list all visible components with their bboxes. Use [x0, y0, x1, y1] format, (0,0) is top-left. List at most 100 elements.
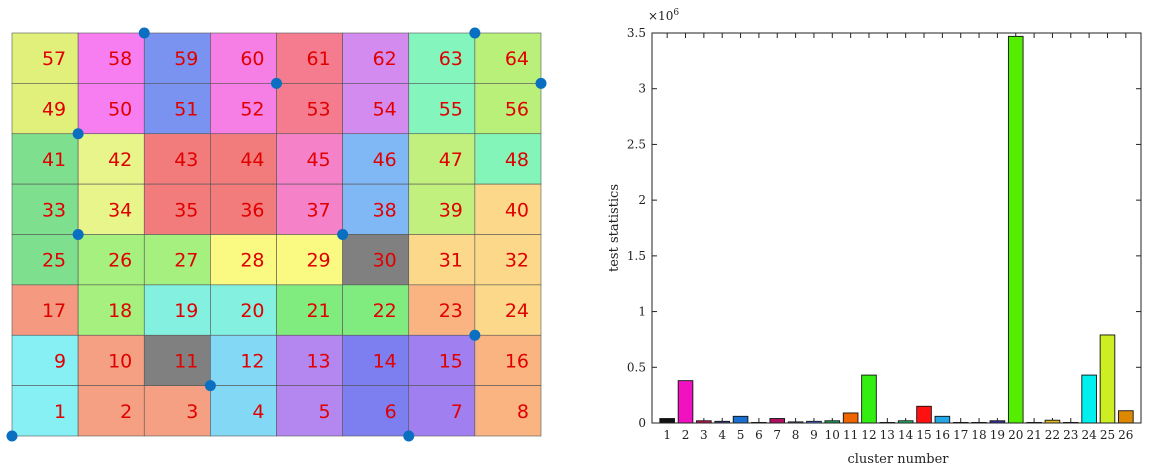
x-tick-label: 15 [916, 428, 931, 442]
grid-cell-label: 63 [439, 48, 463, 70]
grid-cell [143, 32, 211, 84]
grid-cell-label: 26 [108, 250, 132, 272]
grid-cell [408, 83, 476, 135]
bar [1081, 374, 1097, 424]
grid-cell-label: 35 [174, 199, 198, 221]
bar [916, 405, 932, 424]
y-tick-label: 1.5 [627, 249, 646, 263]
grid-cell [342, 234, 410, 286]
x-tick-label: 26 [1118, 428, 1133, 442]
x-tick-label: 5 [737, 428, 745, 442]
grid-cell [474, 284, 542, 336]
grid-cell-label: 53 [306, 99, 330, 121]
y-axis-label: test statistics [607, 184, 622, 272]
grid-cell-label: 62 [373, 48, 397, 70]
grid-cell-label: 43 [174, 149, 198, 171]
bar [1118, 410, 1134, 424]
grid-cell [276, 133, 343, 185]
grid-cell [210, 234, 277, 286]
grid-cell-label: 29 [306, 250, 330, 272]
grid-cell-label: 57 [42, 48, 66, 70]
grid-cell-label: 39 [439, 199, 463, 221]
grid-cell-label: 44 [240, 149, 264, 171]
grid-cell-label: 51 [174, 99, 198, 121]
x-tick-label: 16 [935, 428, 950, 442]
grid-cell-label: 40 [505, 199, 529, 221]
grid-cell [77, 133, 145, 185]
grid-cell-label: 59 [174, 48, 198, 70]
y-tick-label: 3 [638, 82, 646, 96]
bar [677, 380, 694, 424]
x-tick-label: 9 [810, 428, 818, 442]
grid-cell-label: 22 [373, 300, 397, 322]
y-tick-label: 3.5 [627, 26, 646, 40]
grid-dot [535, 77, 547, 89]
grid-cell-label: 52 [240, 99, 264, 121]
grid-dot [138, 27, 150, 39]
x-tick-label: 6 [755, 428, 763, 442]
grid-cell-label: 17 [42, 300, 66, 322]
grid-dot [72, 128, 84, 140]
grid-dot [469, 329, 481, 341]
grid-cell-label: 13 [306, 350, 330, 372]
grid-cell [342, 385, 410, 437]
grid-cell-label: 30 [373, 250, 397, 272]
x-tick-label: 19 [990, 428, 1005, 442]
y-tick-label: 2 [638, 193, 646, 207]
grid-cell-label: 49 [42, 99, 66, 121]
bar [769, 418, 786, 424]
grid-cell-label: 38 [373, 199, 397, 221]
y-tick-label: 0.5 [627, 360, 646, 374]
grid-cell-label: 32 [505, 250, 529, 272]
grid-cell-label: 25 [42, 250, 66, 272]
grid-cell [342, 334, 410, 386]
grid-cell-label: 7 [451, 401, 463, 423]
grid-cell [276, 32, 343, 84]
grid-cell-label: 2 [120, 401, 132, 423]
grid-cell-label: 18 [108, 300, 132, 322]
x-tick-label: 7 [773, 428, 781, 442]
grid-dot [271, 77, 282, 89]
grid-cell [408, 284, 476, 336]
grid-cell [474, 334, 542, 386]
grid-cell-label: 23 [439, 300, 463, 322]
grid-cell-label: 41 [42, 149, 66, 171]
grid-cell [143, 284, 211, 336]
grid-dots [6, 27, 547, 442]
grid-cell-label: 4 [252, 401, 264, 423]
x-tick-label: 2 [682, 428, 690, 442]
grid-dot [469, 27, 481, 39]
x-axis-label: cluster number [847, 452, 949, 467]
bar [1099, 334, 1116, 424]
x-tick-label: 23 [1063, 428, 1078, 442]
grid-cell [342, 133, 410, 185]
x-tick-label: 14 [898, 428, 914, 442]
grid-cell-label: 15 [439, 350, 463, 372]
bar [842, 412, 859, 424]
grid-cell [210, 133, 277, 185]
x-tick-label: 22 [1045, 428, 1060, 442]
grid-cell [276, 83, 343, 135]
grid-cell-label: 64 [505, 48, 529, 70]
grid-dot [403, 430, 415, 442]
y-tick-label: 2.5 [627, 137, 646, 151]
grid-cell [11, 385, 79, 437]
grid-cell [276, 234, 343, 286]
grid-cell [276, 385, 343, 437]
grid-cell-label: 12 [240, 350, 264, 372]
x-tick-label: 21 [1026, 428, 1041, 442]
x-tick-label: 8 [792, 428, 800, 442]
grid-cell-label: 42 [108, 149, 132, 171]
x-tick-label: 10 [825, 428, 840, 442]
x-tick-label: 20 [1008, 428, 1023, 442]
x-tick-label: 4 [718, 428, 726, 442]
grid-cell [143, 183, 211, 235]
grid-cell-label: 21 [306, 300, 330, 322]
grid-cell-label: 9 [54, 350, 66, 372]
grid-cell [342, 284, 410, 336]
grid-cell [77, 385, 145, 437]
y-exponent-power: 6 [673, 8, 679, 18]
grid-cell-label: 3 [186, 401, 198, 423]
grid-cell [143, 234, 211, 286]
